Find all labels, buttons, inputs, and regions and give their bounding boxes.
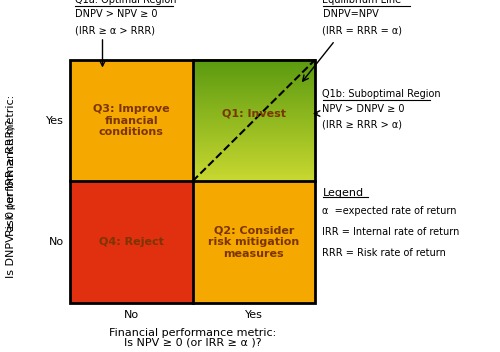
Text: Yes: Yes (46, 115, 64, 126)
Text: NPV > DNPV ≥ 0: NPV > DNPV ≥ 0 (322, 103, 405, 113)
Text: IRR = Internal rate of return: IRR = Internal rate of return (322, 227, 460, 237)
Text: Is NPV ≥ 0 (or IRR ≥ α )?: Is NPV ≥ 0 (or IRR ≥ α )? (124, 337, 262, 347)
Text: (IRR = RRR = α): (IRR = RRR = α) (322, 25, 402, 35)
Text: Q1b: Suboptimal Region: Q1b: Suboptimal Region (322, 89, 441, 99)
Bar (70, 60, 192, 181)
Text: (IRR ≥ RRR > α): (IRR ≥ RRR > α) (322, 119, 402, 129)
Text: Risk performance metric:: Risk performance metric: (6, 95, 16, 236)
Text: DNPV > NPV ≥ 0: DNPV > NPV ≥ 0 (75, 10, 158, 19)
Text: Financial performance metric:: Financial performance metric: (109, 328, 276, 338)
Text: Legend: Legend (322, 188, 364, 198)
Text: RRR = Risk rate of return: RRR = Risk rate of return (322, 248, 446, 258)
Text: Is DNPV ≥ 0 (or IRR ≥ RRR)?: Is DNPV ≥ 0 (or IRR ≥ RRR)? (6, 120, 16, 278)
Text: DNPV=NPV: DNPV=NPV (322, 10, 378, 19)
Text: No: No (49, 237, 64, 247)
Text: α  =expected rate of return: α =expected rate of return (322, 206, 457, 216)
Text: Equilibrium Line: Equilibrium Line (322, 0, 402, 5)
Text: Yes: Yes (245, 310, 262, 320)
Text: Q3: Improve
financial
conditions: Q3: Improve financial conditions (93, 104, 170, 137)
Bar (192, 181, 315, 303)
Text: Q4: Reject: Q4: Reject (99, 237, 164, 247)
Text: Q2: Consider
risk mitigation
measures: Q2: Consider risk mitigation measures (208, 225, 300, 259)
Text: (IRR ≥ α > RRR): (IRR ≥ α > RRR) (75, 25, 155, 35)
Text: Q1: Invest: Q1: Invest (222, 108, 286, 119)
Bar (70, 181, 192, 303)
Bar (70, 60, 315, 303)
Text: Q1a: Optimal Region: Q1a: Optimal Region (75, 0, 176, 5)
Text: No: No (124, 310, 139, 320)
